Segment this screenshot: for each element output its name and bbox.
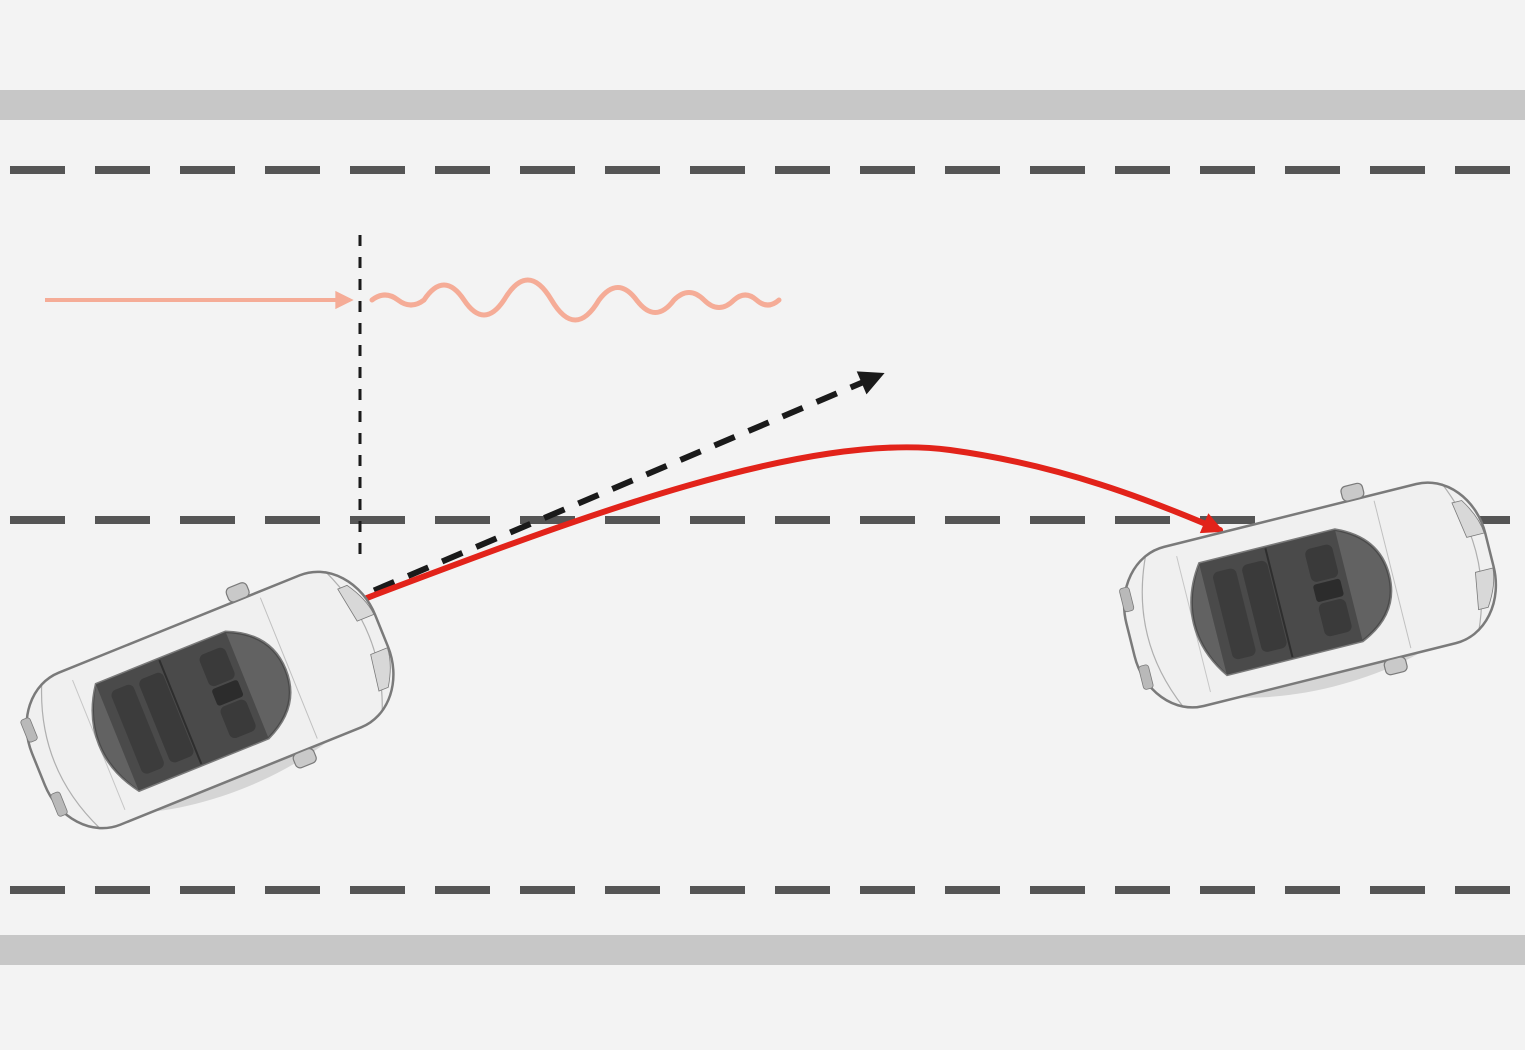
scene-svg — [0, 0, 1525, 1050]
shoulder-bottom — [0, 935, 1525, 965]
shoulder-top — [0, 90, 1525, 120]
lane-assist-diagram — [0, 0, 1525, 1050]
